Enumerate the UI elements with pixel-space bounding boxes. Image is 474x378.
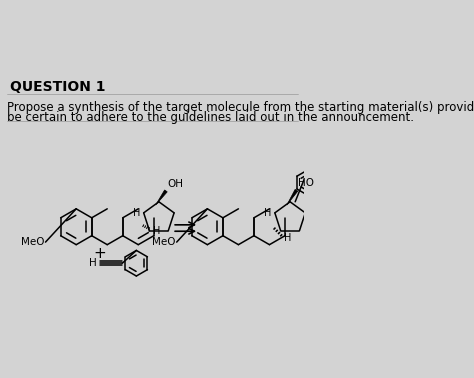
Text: MeO: MeO: [21, 237, 44, 247]
Text: H: H: [264, 208, 271, 218]
Text: OH: OH: [167, 179, 183, 189]
Text: H: H: [89, 258, 97, 268]
Polygon shape: [287, 189, 298, 205]
Text: QUESTION 1: QUESTION 1: [9, 80, 105, 94]
Text: H: H: [133, 208, 140, 218]
Polygon shape: [155, 190, 167, 205]
Text: HO: HO: [298, 178, 314, 188]
Text: +: +: [93, 246, 106, 261]
Text: MeO: MeO: [152, 237, 175, 247]
Text: be certain to adhere to the guidelines laid out in the announcement.: be certain to adhere to the guidelines l…: [7, 111, 414, 124]
Text: Propose a synthesis of the target molecule from the starting material(s) provide: Propose a synthesis of the target molecu…: [7, 101, 474, 114]
Text: H: H: [284, 233, 292, 243]
Text: H: H: [153, 226, 160, 235]
